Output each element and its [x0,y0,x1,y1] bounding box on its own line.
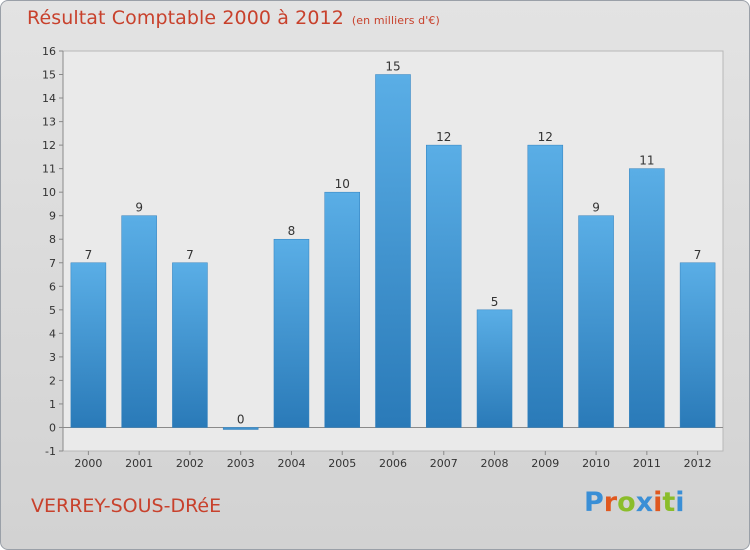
x-tick-label: 2012 [684,457,712,470]
x-tick-label: 2001 [125,457,153,470]
logo-letter: x [635,487,654,518]
bar-value-label: 12 [436,130,451,144]
y-tick-label: 0 [49,421,56,434]
y-tick-label: 13 [42,116,56,129]
y-tick-label: 7 [49,257,56,270]
logo-letter: P [584,487,604,518]
x-tick-label: 2003 [227,457,255,470]
bar [476,309,513,428]
y-tick-label: 10 [42,186,56,199]
bar-value-label: 10 [335,177,350,191]
bar-value-label: 0 [237,412,245,426]
bar-value-label: 8 [288,224,296,238]
bar [70,262,107,428]
bar-value-label: 9 [592,201,600,215]
y-tick-label: 5 [49,304,56,317]
bar [172,262,208,428]
y-tick-label: 12 [42,139,56,152]
chart-title: Résultat Comptable 2000 à 2012 (en millie… [27,7,440,29]
y-tick-label: 14 [42,92,56,105]
y-tick-label: 4 [49,327,56,340]
bar-value-label: 7 [186,248,194,262]
y-tick-label: 15 [42,69,56,82]
y-tick-label: 16 [42,45,56,58]
bar-value-label: 12 [538,130,553,144]
bar [629,168,665,428]
bar [222,427,259,430]
y-tick-label: 6 [49,280,56,293]
x-tick-label: 2010 [582,457,610,470]
logo-letter: r [603,487,618,518]
x-tick-label: 2006 [379,457,407,470]
y-tick-label: 2 [49,374,56,387]
bar-value-label: 5 [491,295,499,309]
bar-value-label: 15 [385,60,400,74]
bar [426,144,462,428]
bar-value-label: 11 [639,154,654,168]
y-tick-label: 9 [49,210,56,223]
x-tick-label: 2011 [633,457,661,470]
chart-subtitle: (en milliers d'€) [351,14,440,27]
x-tick-label: 2005 [328,457,356,470]
proxiti-logo: Proxiti [584,487,685,518]
bar [121,215,157,428]
y-tick-label: 1 [49,398,56,411]
bar [679,262,716,428]
logo-letter: o [617,487,636,518]
bar [527,144,564,428]
x-tick-label: 2007 [430,457,458,470]
x-tick-label: 2002 [176,457,204,470]
logo-letter: i [675,487,685,518]
bar-value-label: 7 [694,248,702,262]
logo-letter: t [662,487,676,518]
y-tick-label: 8 [49,233,56,246]
y-tick-label: -1 [45,445,56,458]
x-tick-label: 2008 [481,457,509,470]
logo-letter: i [653,487,663,518]
commune-name: VERREY-SOUS-DRéE [31,495,222,517]
bar [324,191,360,428]
bar [273,238,310,428]
bar [578,215,614,428]
chart-title-text: Résultat Comptable 2000 à 2012 [27,7,344,29]
x-tick-label: 2004 [277,457,305,470]
bar-value-label: 9 [135,201,143,215]
x-tick-label: 2000 [74,457,102,470]
bar-value-label: 7 [85,248,93,262]
y-tick-label: 3 [49,351,56,364]
bar [375,74,411,428]
y-tick-label: 11 [42,163,56,176]
x-tick-label: 2009 [531,457,559,470]
